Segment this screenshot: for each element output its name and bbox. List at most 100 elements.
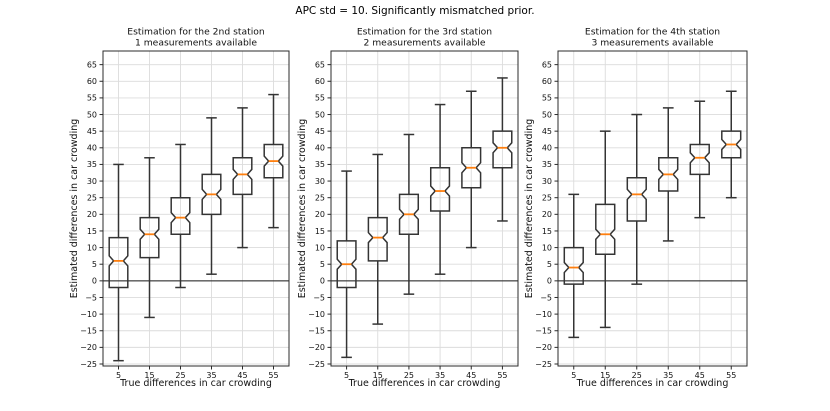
y-tick-label: 20 [315,210,325,219]
y-tick-label: 10 [87,243,97,252]
x-tick-label: 5 [116,371,121,380]
y-tick-label: 50 [87,110,97,119]
y-tick-label: 40 [87,144,97,153]
box-outline [658,157,679,192]
y-tick-label: −25 [535,360,552,369]
box-outline [336,240,357,289]
y-tick-label: −5 [540,293,552,302]
y-tick-label: 25 [87,193,97,202]
subplot-subtitle: 2 measurements available [363,38,485,49]
box-outline [367,216,388,262]
subplot-subtitle: 3 measurements available [591,38,713,49]
y-tick-label: 25 [542,193,552,202]
y-tick-label: 5 [320,260,325,269]
axes-spines [102,50,290,367]
subplot-title: Estimation for the 4th station [585,27,720,38]
y-tick-label: 45 [542,127,552,136]
box-outline [108,236,129,289]
box-outline [563,246,584,285]
x-axis-label: True differences in car crowding [576,378,729,389]
box-outline [689,143,710,176]
y-tick-label: −10 [80,310,97,319]
subplot-title: Estimation for the 2nd station [127,27,265,38]
box-outline [595,203,616,255]
y-axis-label: Estimated differences in car crowding [69,119,80,299]
y-tick-label: −15 [535,327,552,336]
y-tick-label: 55 [315,94,325,103]
y-tick-label: 15 [87,227,97,236]
box-outline [170,196,191,236]
box-outline [492,130,513,169]
y-tick-label: 30 [542,177,552,186]
axes-spines [557,50,748,367]
x-tick-label: 45 [695,371,705,380]
y-tick-label: 0 [320,277,325,286]
y-tick-label: 0 [547,277,552,286]
box-outline [626,176,647,222]
box-outline [201,173,222,216]
x-tick-label: 5 [571,371,576,380]
boxplot-subplot-1: −25 −20 −15 −10 −5 0 5 10 15 20 25 30 35 40 45 50 55 60 65… [69,27,290,389]
y-axis-label: Estimated differences in car crowding [524,119,535,299]
boxplot-subplot-2: −25 −20 −15 −10 −5 0 5 10 15 20 25 30 35 40 45 50 55 60 65… [297,27,519,389]
y-tick-label: 40 [315,144,325,153]
x-tick-label: 15 [144,371,154,380]
box-outline [461,147,482,189]
y-tick-label: −25 [308,360,325,369]
y-axis-label: Estimated differences in car crowding [297,119,308,299]
y-tick-label: 30 [87,177,97,186]
y-tick-label: 65 [87,60,97,69]
y-tick-label: 10 [315,243,325,252]
y-tick-label: 40 [542,144,552,153]
y-tick-label: 35 [87,160,97,169]
y-tick-label: −20 [308,343,325,352]
y-tick-label: 50 [542,110,552,119]
y-tick-label: 45 [315,127,325,136]
x-tick-label: 45 [237,371,247,380]
x-axis-label: True differences in car crowding [119,378,272,389]
x-tick-label: 35 [663,371,673,380]
y-tick-label: 25 [315,193,325,202]
boxplot-subplot-3: −25 −20 −15 −10 −5 0 5 10 15 20 25 30 35 40 45 50 55 60 65… [524,27,748,389]
x-tick-label: 35 [435,371,445,380]
y-tick-label: 20 [87,210,97,219]
box-outline [398,193,420,236]
y-tick-label: 60 [542,77,552,86]
x-tick-label: 55 [268,371,278,380]
x-tick-label: 45 [466,371,476,380]
box-outline [429,167,451,212]
y-tick-label: 30 [315,177,325,186]
y-tick-label: −25 [80,360,97,369]
y-tick-label: −10 [535,310,552,319]
y-tick-label: 5 [92,260,97,269]
axes-spines [330,50,519,367]
y-tick-label: 55 [542,94,552,103]
subplot-title: Estimation for the 3rd station [357,27,492,38]
y-tick-label: 0 [92,277,97,286]
y-tick-label: 20 [542,210,552,219]
x-tick-label: 15 [373,371,383,380]
y-tick-label: 15 [315,227,325,236]
y-tick-label: 5 [547,260,552,269]
figure-title: APC std = 10. Significantly mismatched p… [295,5,535,17]
y-tick-label: −5 [85,293,97,302]
y-tick-label: −15 [80,327,97,336]
subplot-subtitle: 1 measurements available [135,38,257,49]
x-tick-label: 15 [600,371,610,380]
x-tick-label: 35 [206,371,216,380]
y-tick-label: 35 [542,160,552,169]
y-tick-label: 50 [315,110,325,119]
x-axis-label: True differences in car crowding [348,378,501,389]
y-tick-label: −5 [313,293,325,302]
y-tick-label: 55 [87,94,97,103]
x-tick-label: 55 [497,371,507,380]
x-tick-label: 25 [404,371,414,380]
y-tick-label: 65 [542,60,552,69]
box-outline [263,143,284,179]
x-tick-label: 55 [726,371,736,380]
y-tick-label: 45 [87,127,97,136]
y-tick-label: −15 [308,327,325,336]
y-tick-label: −20 [535,343,552,352]
